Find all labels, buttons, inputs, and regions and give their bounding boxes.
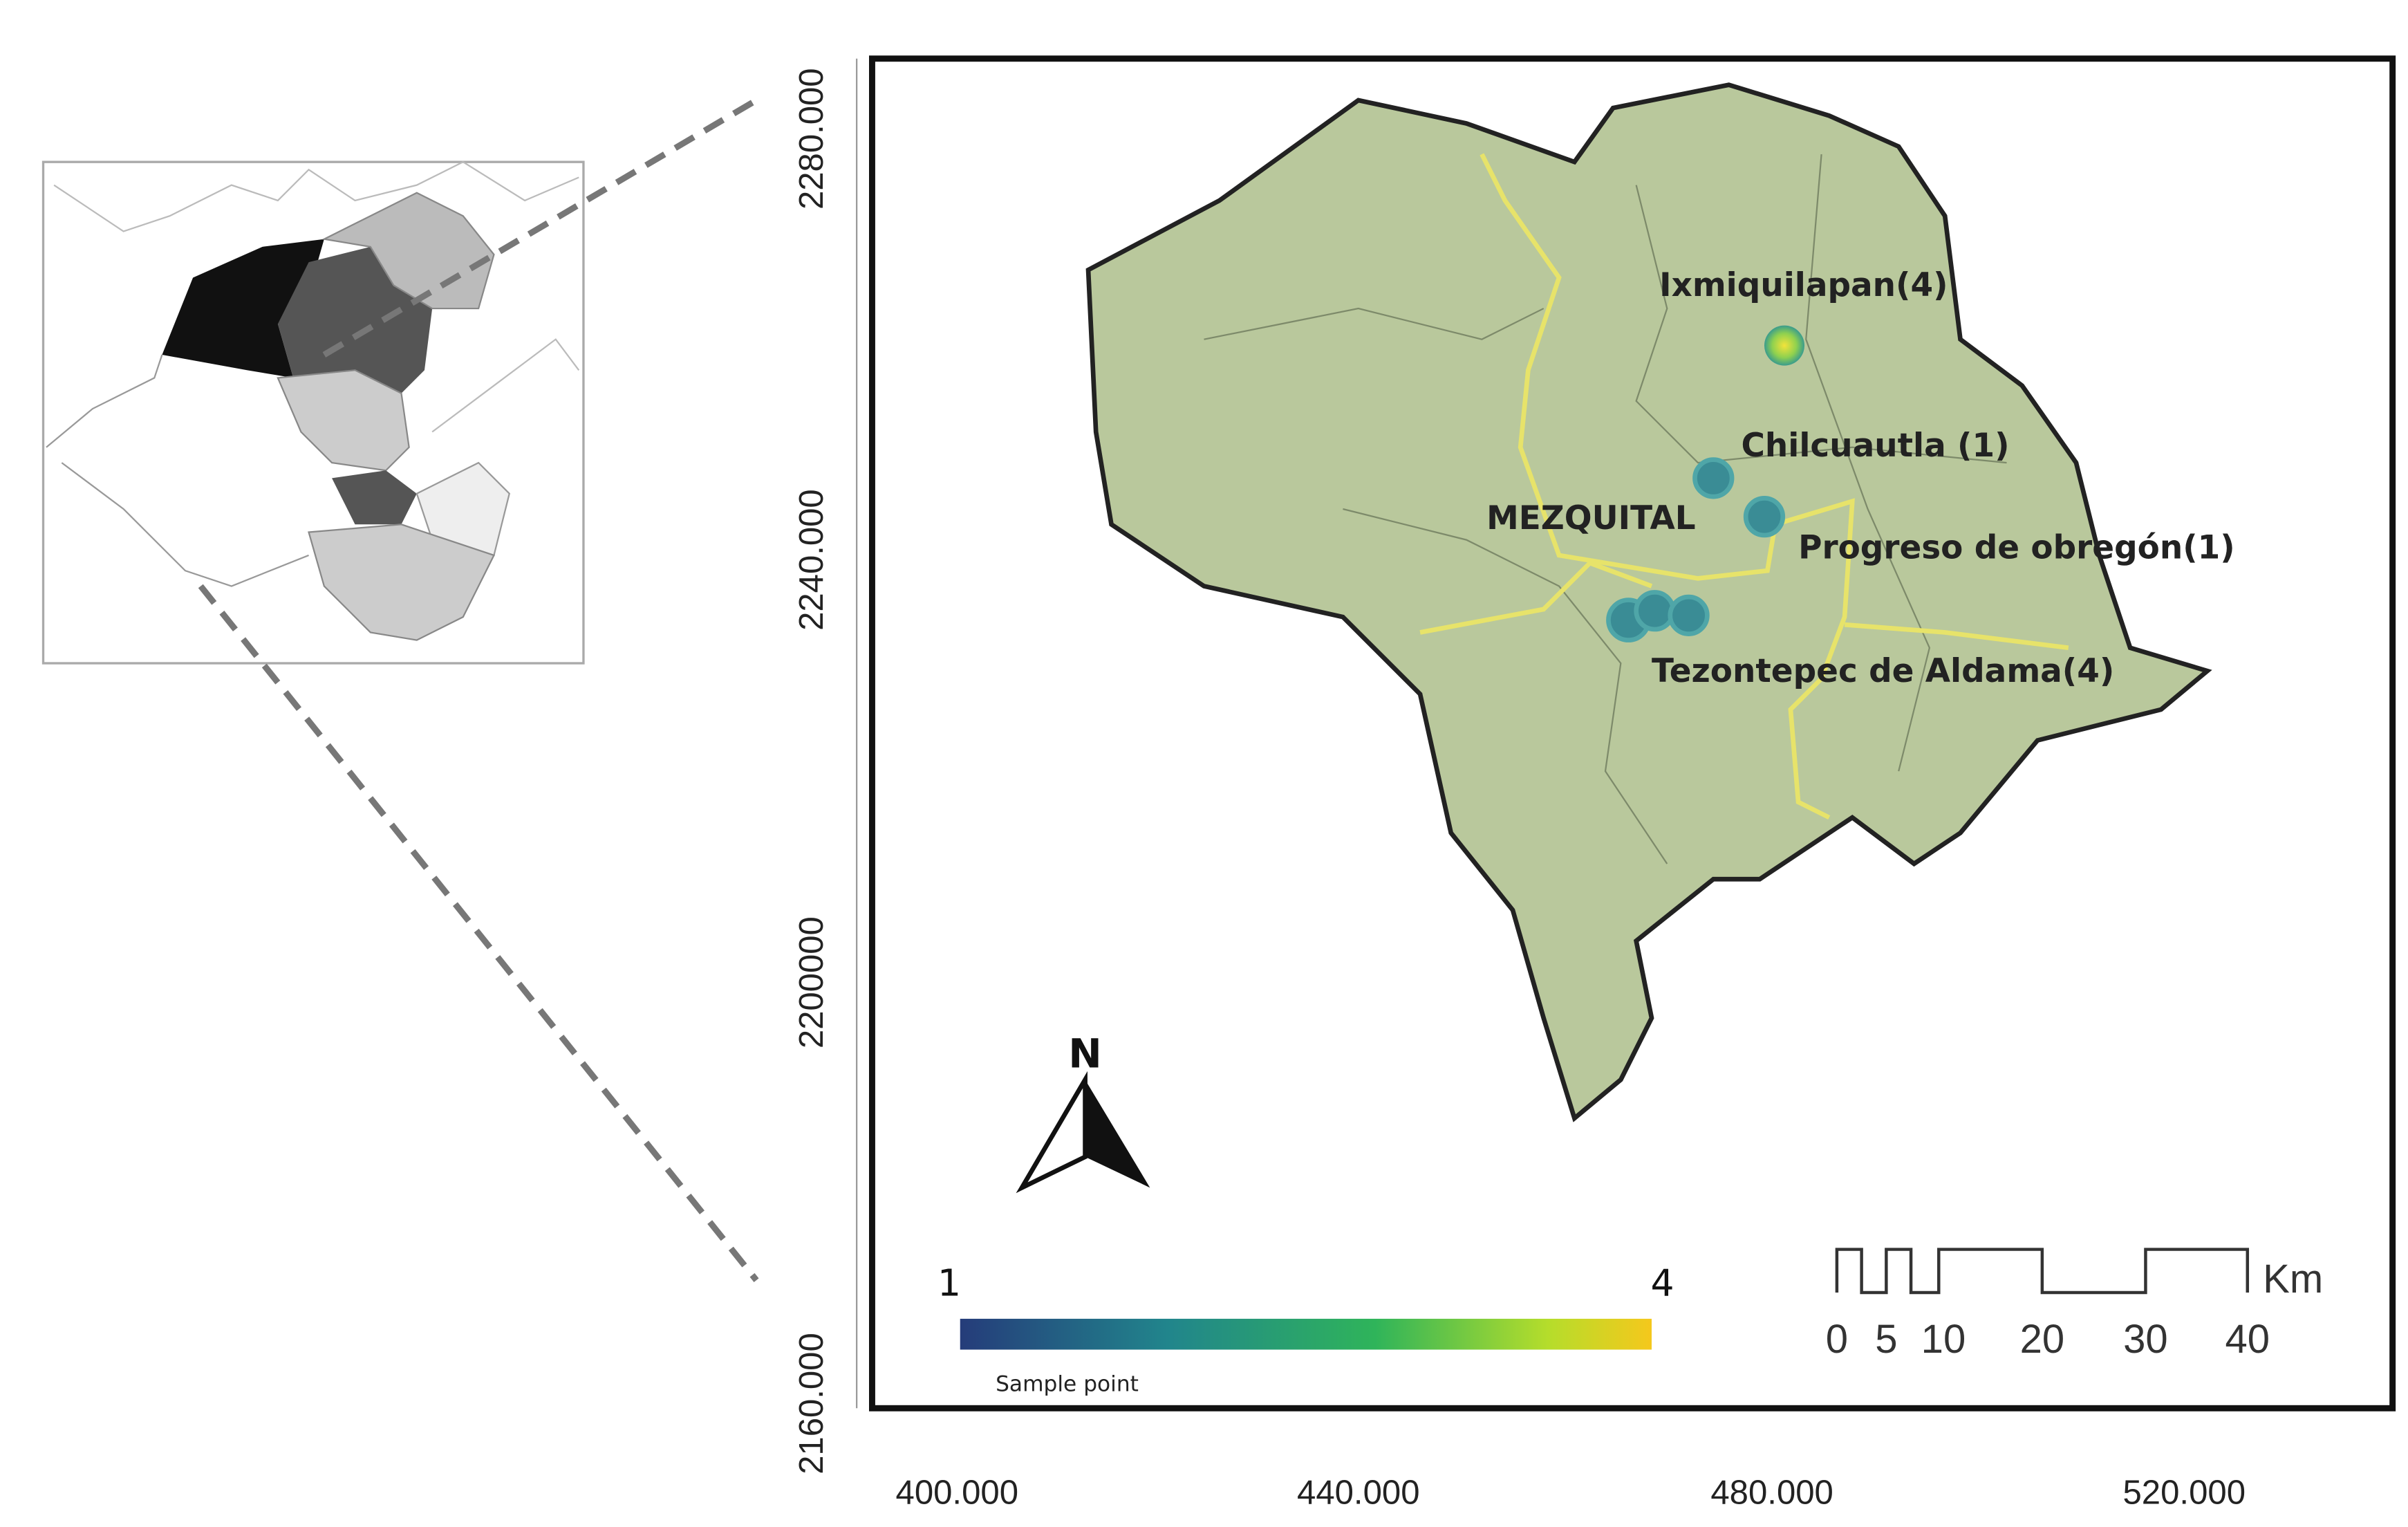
scale-label: 0 — [1826, 1317, 1848, 1362]
y-tick-label: 2240.000 — [793, 489, 830, 631]
y-tick-label: 2200000 — [793, 916, 830, 1048]
scale-unit: Km — [2263, 1257, 2323, 1302]
legend-caption: Sample point — [996, 1372, 1139, 1397]
x-tick-label: 440.000 — [1297, 1474, 1420, 1512]
y-axis: 2280.000 2240.000 2200000 2160.000 — [793, 58, 858, 1474]
region — [416, 461, 511, 557]
boundary — [1805, 154, 1931, 772]
municipal-boundaries — [1204, 154, 2007, 864]
road — [1419, 560, 1653, 635]
region — [332, 470, 417, 525]
boundary — [1635, 185, 2007, 464]
road — [1844, 622, 2069, 651]
boundary — [431, 338, 580, 433]
boundary — [53, 160, 579, 232]
x-axis: 400.000 440.000 480.000 520.000 — [896, 1474, 2246, 1512]
sample-point — [1634, 590, 1676, 632]
scale-label: 30 — [2123, 1317, 2168, 1362]
region — [277, 246, 433, 394]
sample-point — [1668, 594, 1710, 637]
road — [1480, 153, 1855, 820]
x-tick-label: 520.000 — [2123, 1474, 2246, 1512]
legend-min: 1 — [937, 1261, 961, 1304]
zoom-line — [198, 584, 759, 1282]
y-tick-label: 2160.000 — [793, 1333, 830, 1474]
zoom-line — [322, 98, 758, 358]
legend-max: 4 — [1651, 1261, 1674, 1304]
scale-label: 20 — [2020, 1317, 2065, 1362]
x-tick-label: 400.000 — [896, 1474, 1019, 1512]
boundary — [1343, 508, 1668, 864]
boundary — [61, 462, 309, 587]
sample-point — [1764, 325, 1805, 366]
north-arrow: N — [1016, 1030, 1150, 1194]
arrow-half — [1085, 1080, 1150, 1188]
scale-bar: 0 5 10 20 30 40 Km — [1826, 1248, 2323, 1362]
north-label: N — [1068, 1030, 1102, 1077]
place-label: Progreso de obregón(1) — [1798, 529, 2235, 566]
inset-map — [41, 160, 585, 665]
region — [277, 369, 410, 472]
place-label: Chilcuautla (1) — [1741, 427, 2009, 465]
legend: 1 4 Sample point — [937, 1261, 1674, 1396]
region-dark — [162, 239, 324, 378]
scale-line — [1835, 1248, 2250, 1295]
color-ramp — [960, 1318, 1652, 1350]
scale-label: 5 — [1875, 1317, 1897, 1362]
place-label: MEZQUITAL — [1486, 500, 1696, 537]
sample-point — [1692, 457, 1735, 499]
sample-point — [1743, 496, 1786, 538]
place-label: Ixmiquilapan(4) — [1659, 267, 1948, 304]
boundary — [1204, 307, 1544, 340]
boundary — [46, 354, 163, 448]
place-label: Tezontepec de Aldama(4) — [1652, 653, 2114, 690]
region — [308, 524, 496, 641]
scale-label: 10 — [1921, 1317, 1966, 1362]
x-tick-label: 480.000 — [1710, 1474, 1833, 1512]
scale-label: 40 — [2225, 1317, 2270, 1362]
y-tick-label: 2280.000 — [793, 68, 830, 210]
